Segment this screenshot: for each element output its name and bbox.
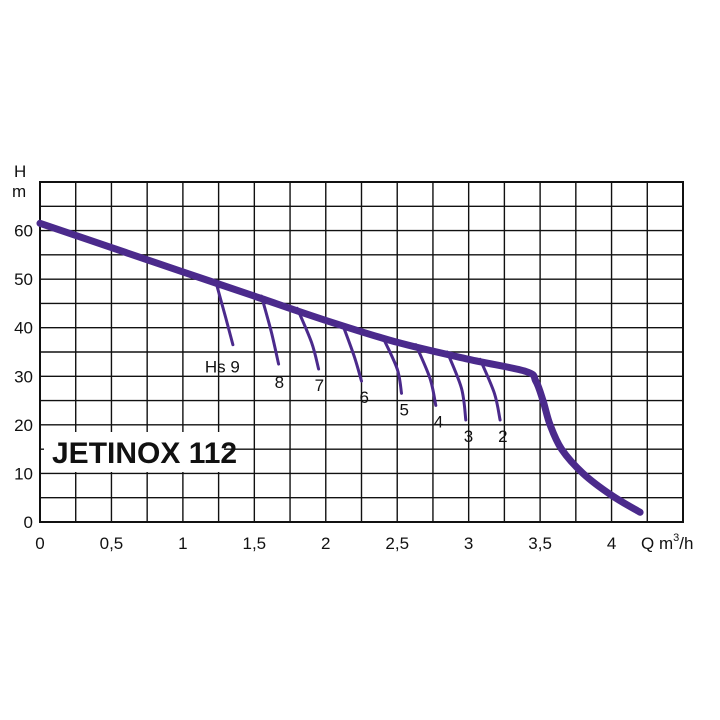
y-tick-label: 40 (14, 319, 33, 338)
x-tick-label: 3,5 (528, 534, 552, 553)
x-tick-label: 1,5 (243, 534, 267, 553)
suction-curve-label: 6 (360, 388, 369, 407)
suction-curve-label: 3 (464, 427, 473, 446)
y-tick-label: 30 (14, 367, 33, 386)
x-axis-label: Q m3/h (641, 532, 693, 553)
suction-curve (214, 280, 235, 347)
x-tick-label: 3 (464, 534, 473, 553)
y-axis-label-bottom: m (12, 182, 26, 201)
chart-title: JETINOX 112 (52, 437, 237, 470)
suction-curve-label: 5 (400, 400, 409, 419)
x-tick-label: 2 (321, 534, 330, 553)
title-background (44, 432, 224, 472)
x-tick-label: 4 (607, 534, 616, 553)
y-tick-label: 10 (14, 464, 33, 483)
x-tick-label: 2,5 (385, 534, 409, 553)
suction-curve-label: 2 (498, 427, 507, 446)
suction-curve-label: Hs 9 (205, 358, 240, 377)
suction-curve (341, 323, 363, 383)
y-tick-label: 60 (14, 222, 33, 241)
suction-curve-label: 7 (315, 376, 324, 395)
x-tick-label: 0 (35, 534, 44, 553)
suction-curve-label: 4 (434, 412, 443, 431)
y-tick-label: 50 (14, 270, 33, 289)
suction-curve (381, 335, 403, 395)
y-axis-label-top: H (14, 162, 26, 181)
suction-curve (260, 294, 281, 366)
y-tick-label: 20 (14, 416, 33, 435)
pump-curve-line (36, 219, 644, 516)
suction-curve (478, 357, 502, 422)
suction-curve (445, 350, 468, 422)
suction-curve-label: 8 (275, 373, 284, 392)
suction-curve (295, 306, 321, 371)
suction-curve (414, 343, 438, 407)
y-tick-label: 0 (24, 513, 33, 532)
x-tick-label: 1 (178, 534, 187, 553)
x-tick-label: 0,5 (100, 534, 124, 553)
